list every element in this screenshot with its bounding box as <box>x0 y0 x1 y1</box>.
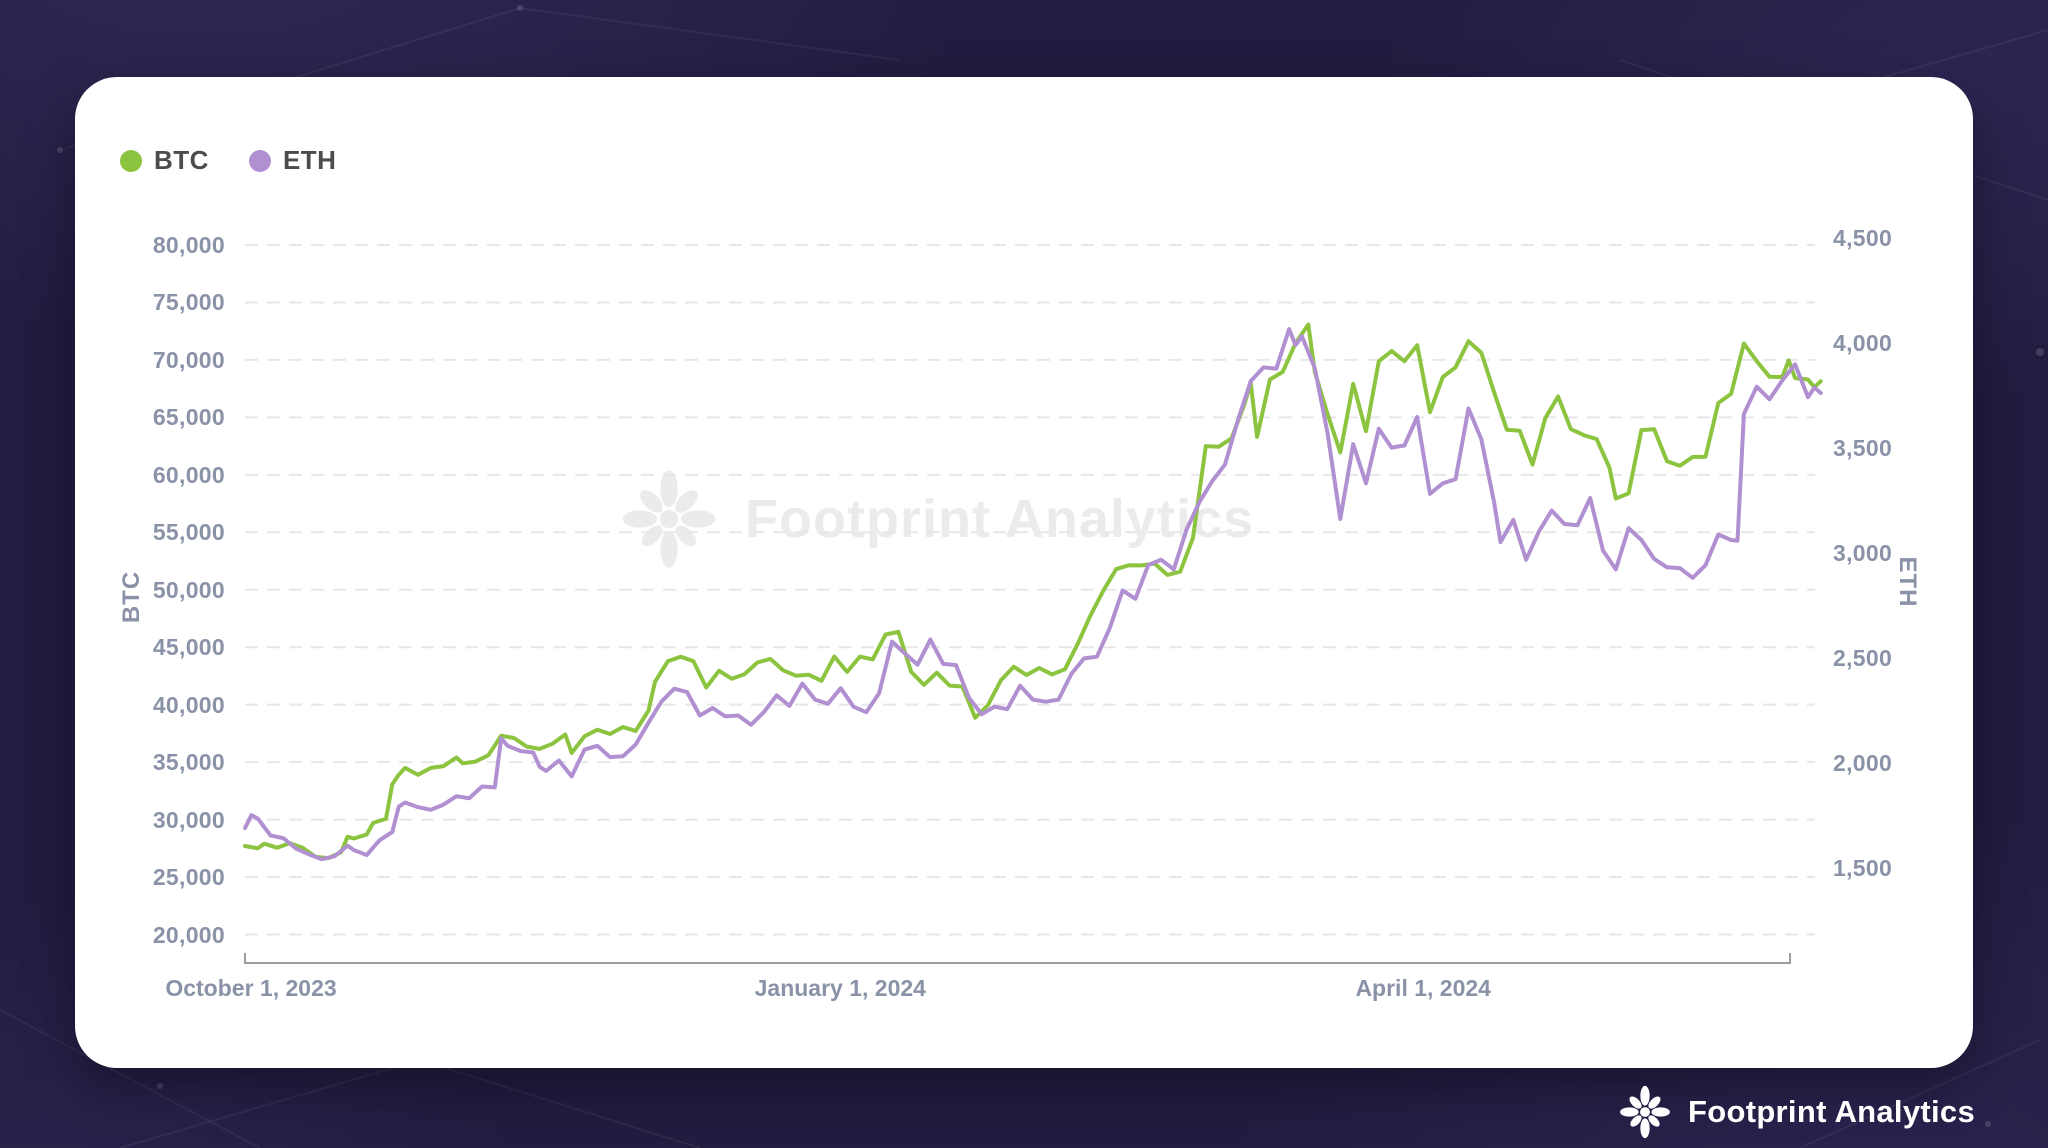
y-right-tick-label: 4,000 <box>1833 330 1893 356</box>
price-chart <box>243 244 1823 964</box>
x-axis-tick-label: April 1, 2024 <box>1355 975 1491 1001</box>
y-left-tick-label: 35,000 <box>152 749 225 776</box>
y-left-tick-label: 20,000 <box>152 921 225 948</box>
y-right-tick-label: 1,500 <box>1833 855 1893 881</box>
y-left-tick-label: 60,000 <box>152 461 225 488</box>
x-axis-tick-label: January 1, 2024 <box>754 975 926 1001</box>
eth-legend-dot-icon <box>248 149 271 172</box>
footer-brand-text: Footprint Analytics <box>1687 1094 1975 1129</box>
footprint-analytics-brand: Footprint Analytics <box>1616 1083 1975 1141</box>
btc-line <box>243 322 1823 861</box>
footprint-flower-logo-icon <box>1620 1085 1670 1139</box>
eth-legend-label: ETH <box>282 145 337 175</box>
y-left-tick-label: 45,000 <box>152 634 225 661</box>
y-left-tick-label: 75,000 <box>152 289 225 316</box>
eth-line <box>243 327 1823 862</box>
y-left-tick-label: 70,000 <box>152 346 225 373</box>
y-left-tick-label: 80,000 <box>152 232 225 258</box>
y-left-tick-label: 55,000 <box>152 519 225 546</box>
y-left-tick-label: 25,000 <box>152 864 225 891</box>
legend-item-btc[interactable]: BTC <box>120 145 209 176</box>
y-right-tick-label: 3,500 <box>1833 435 1893 461</box>
y-right-tick-label: 3,000 <box>1833 540 1893 566</box>
y-right-tick-label: 2,000 <box>1833 750 1893 776</box>
y-right-tick-label: 2,500 <box>1833 645 1893 671</box>
legend-item-eth[interactable]: ETH <box>248 145 337 176</box>
x-axis-tick-label: October 1, 2023 <box>165 975 337 1001</box>
chart-card: BTC ETH Footprint Analytics BTC ETH 80,0… <box>75 77 1973 1068</box>
y-right-tick-label: 4,500 <box>1833 225 1893 251</box>
y-left-tick-label: 40,000 <box>152 691 225 718</box>
y-left-tick-label: 65,000 <box>152 404 225 431</box>
chart-legend: BTC ETH <box>120 145 336 176</box>
x-axis-line <box>244 953 1791 964</box>
y-left-tick-label: 50,000 <box>152 576 225 603</box>
btc-legend-dot-icon <box>120 149 142 172</box>
btc-legend-label: BTC <box>154 145 209 175</box>
y-left-tick-label: 30,000 <box>152 806 225 833</box>
